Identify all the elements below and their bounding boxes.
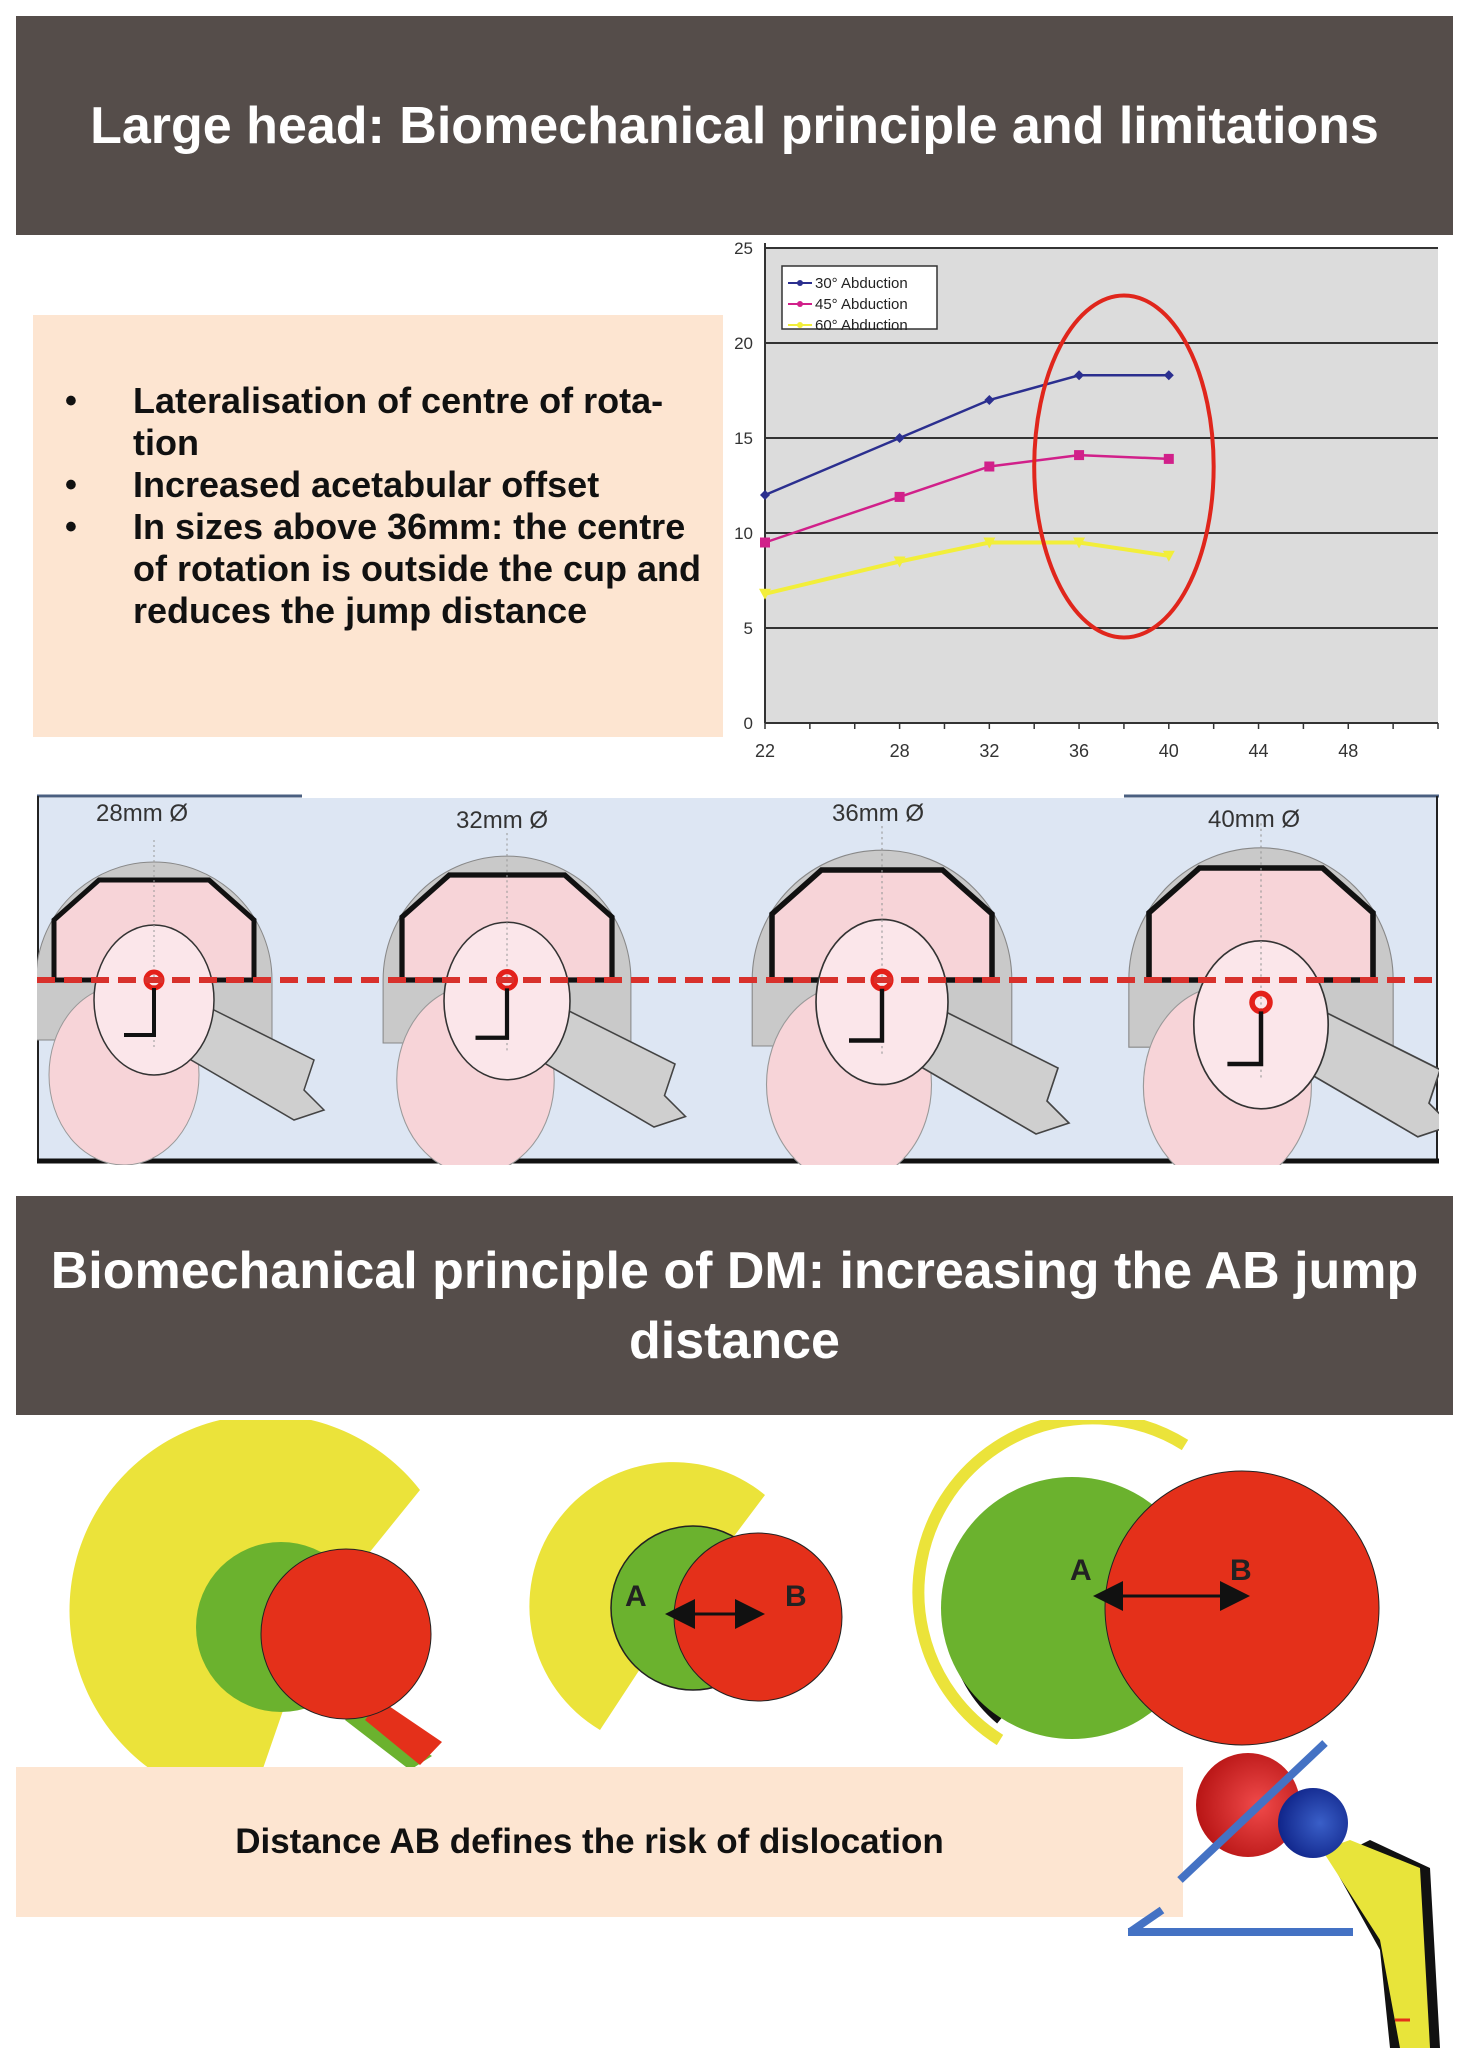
bullet-list: Lateralisation of centre of rota-tion In… bbox=[65, 380, 718, 632]
y-tick-label: 15 bbox=[734, 429, 753, 448]
data-point bbox=[983, 537, 996, 549]
jump-distance-figures: A B A B bbox=[69, 1420, 1380, 1780]
femoral-stem bbox=[1322, 1840, 1430, 2048]
hip-implant-illustration bbox=[1127, 1740, 1440, 2048]
data-point bbox=[984, 395, 995, 405]
bullet-item: Lateralisation of centre of rota-tion bbox=[65, 380, 718, 464]
diagonal-arrow-line bbox=[1177, 1740, 1328, 1883]
label-a: A bbox=[1070, 1554, 1092, 1587]
cup-head-diagram bbox=[37, 840, 326, 1165]
x-tick-label: 40 bbox=[1159, 741, 1179, 761]
data-point bbox=[893, 556, 906, 568]
head-size-label: 40mm Ø bbox=[1208, 806, 1301, 833]
head-size-label: 32mm Ø bbox=[456, 807, 549, 834]
section-header-dual-mobility: Biomechanical principle of DM: increasin… bbox=[16, 1196, 1453, 1415]
legend-marker bbox=[797, 280, 803, 286]
data-point bbox=[760, 537, 770, 548]
figure-standard-head bbox=[69, 1420, 442, 1780]
data-point bbox=[1074, 370, 1085, 381]
legend bbox=[781, 265, 938, 330]
bullet-item: Increased acetabular offset bbox=[65, 464, 718, 506]
data-point bbox=[894, 433, 905, 443]
data-point bbox=[1162, 550, 1175, 562]
legend-label: 30° Abduction bbox=[815, 275, 908, 292]
y-tick-label: 10 bbox=[734, 524, 753, 543]
section-header-large-head: Large head: Biomechanical principle and … bbox=[16, 16, 1453, 235]
x-tick-label: 36 bbox=[1069, 741, 1089, 761]
head-circle bbox=[260, 1548, 432, 1720]
x-tick-label: 48 bbox=[1338, 741, 1358, 761]
legend-marker bbox=[797, 322, 803, 328]
header-title: Biomechanical principle of DM: increasin… bbox=[50, 1241, 1419, 1370]
label-b: B bbox=[785, 1580, 807, 1613]
label-b: B bbox=[1230, 1554, 1252, 1587]
data-point bbox=[894, 491, 905, 502]
data-point bbox=[1163, 370, 1174, 381]
bullet-item: In sizes above 36mm: the centre of rotat… bbox=[65, 506, 718, 632]
blue-ball-icon bbox=[1278, 1788, 1348, 1858]
figure-dual-mobility-large: A B bbox=[912, 1420, 1380, 1746]
x-tick-label: 44 bbox=[1249, 741, 1269, 761]
data-point bbox=[1073, 537, 1086, 549]
data-point bbox=[760, 490, 770, 500]
figure-dual-mobility-small: A B bbox=[529, 1462, 843, 1730]
cup-head-diagram bbox=[751, 825, 1071, 1165]
header-title: Large head: Biomechanical principle and … bbox=[90, 96, 1379, 155]
jump-distance-chart: 0 5 10 15 20 25 22 28 32 36 40 44 48 30° Abduction 45°… bbox=[734, 239, 1439, 761]
x-tick-label: 32 bbox=[979, 741, 999, 761]
y-tick-label: 25 bbox=[734, 239, 753, 258]
data-point bbox=[1074, 450, 1085, 461]
legend-label: 45° Abduction bbox=[815, 296, 908, 313]
caption-text: Distance AB defines the risk of dislocat… bbox=[235, 1822, 944, 1861]
head-size-label: 28mm Ø bbox=[96, 800, 189, 827]
x-tick-label: 22 bbox=[755, 741, 775, 761]
y-tick-label: 5 bbox=[744, 619, 753, 638]
highlight-ellipse bbox=[1032, 293, 1216, 640]
head-size-diagram bbox=[37, 794, 1439, 1165]
head-size-label: 36mm Ø bbox=[832, 800, 925, 827]
cup-head-diagram bbox=[382, 833, 687, 1165]
legend-label: 60° Abduction bbox=[815, 317, 908, 334]
x-tick-label: 28 bbox=[890, 741, 910, 761]
label-a: A bbox=[625, 1580, 647, 1613]
data-point bbox=[1163, 453, 1174, 464]
cup-head-diagram bbox=[1128, 823, 1439, 1165]
legend-marker bbox=[797, 301, 803, 307]
neck bbox=[365, 1700, 442, 1765]
caption-panel: Distance AB defines the risk of dislocat… bbox=[16, 1767, 1183, 1917]
y-tick-label: 0 bbox=[744, 714, 753, 733]
data-point bbox=[984, 461, 995, 472]
y-tick-label: 20 bbox=[734, 334, 753, 353]
data-point bbox=[759, 588, 771, 600]
red-ball-icon bbox=[1196, 1753, 1300, 1857]
